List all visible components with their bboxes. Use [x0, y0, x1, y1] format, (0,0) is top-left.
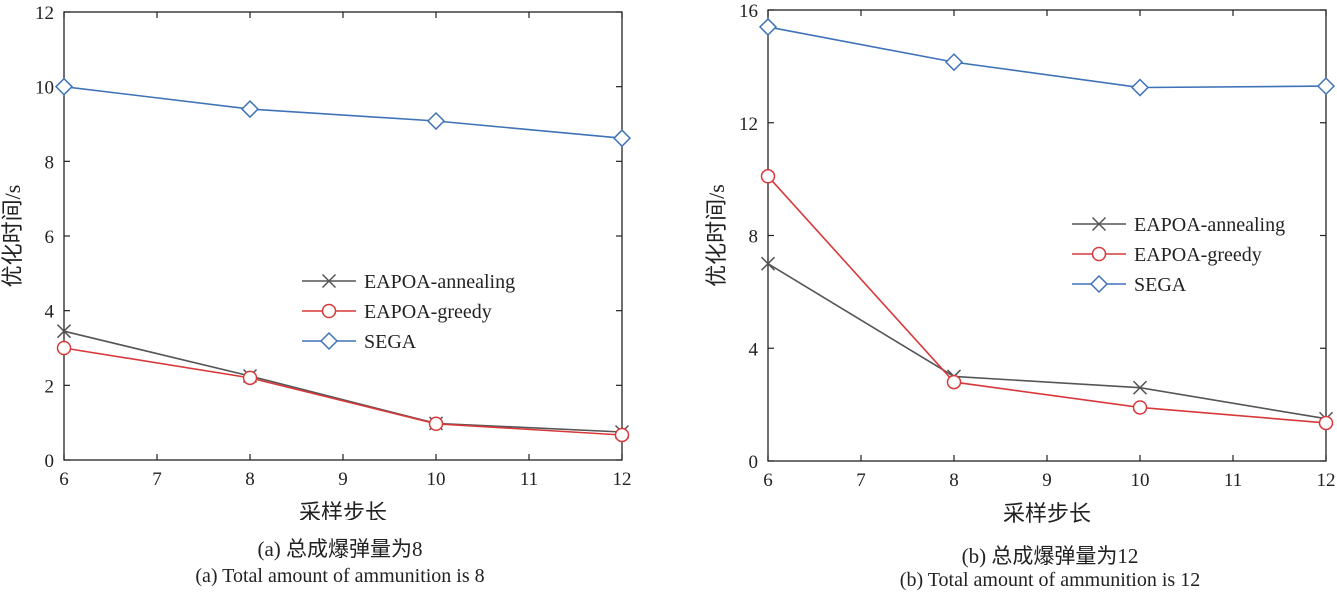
series-eapoa-annealing — [760, 256, 1334, 426]
x-tick-label: 6 — [59, 469, 69, 490]
legend: EAPOA-annealing EAPOA-greedy SEGA — [302, 271, 515, 353]
x-axis-label: 采样步长 — [1003, 501, 1091, 526]
series-line-eapoa-greedy — [767, 175, 1327, 424]
y-tick-label: 2 — [45, 376, 55, 397]
y-tick-label: 10 — [35, 78, 54, 99]
x-tick-label: 10 — [1131, 470, 1150, 491]
x-tick-label: 7 — [856, 470, 866, 491]
legend-label-eapoa-greedy: EAPOA-greedy — [1134, 244, 1262, 266]
data-point-eapoa-greedy — [946, 374, 962, 390]
legend-label-sega: SEGA — [1134, 274, 1187, 296]
series-eapoa-greedy — [56, 340, 630, 443]
chart-b: 6 7 8 9 10 11 12 0 4 8 12 16 采样步长 优化时间/s EAPOA-anneali… — [704, 1, 1336, 526]
legend-label-eapoa-greedy: EAPOA-greedy — [364, 301, 492, 323]
legend-label-eapoa-annealing: EAPOA-annealing — [364, 271, 515, 293]
legend-marker-eapoa-greedy — [1091, 246, 1107, 262]
y-tick-label: 0 — [749, 452, 759, 473]
x-tick-label: 11 — [520, 469, 538, 490]
data-point-eapoa-annealing — [760, 256, 776, 271]
legend-marker-eapoa-annealing — [321, 273, 337, 289]
series-line-sega — [63, 85, 623, 139]
data-point-eapoa-greedy — [760, 169, 776, 184]
data-point-eapoa-greedy — [1132, 400, 1148, 415]
y-tick-label: 4 — [45, 302, 55, 323]
x-axis-label: 采样步长 — [299, 500, 387, 520]
x-tick-label: 9 — [1042, 470, 1052, 491]
y-tick-label: 12 — [35, 3, 54, 24]
series-line-sega — [767, 26, 1327, 89]
data-point-sega — [612, 129, 632, 148]
legend-marker-sega — [1089, 274, 1109, 294]
y-tick-label: 6 — [45, 227, 55, 248]
x-tick-label: 6 — [763, 470, 773, 491]
chart-a: 6 7 8 9 10 11 12 0 2 4 6 8 10 12 采样步长 优化时间/s EAPOA-annea… — [0, 3, 632, 520]
data-point-sega — [426, 111, 446, 131]
caption-b-en: (b) Total amount of ammunition is 12 — [899, 569, 1201, 591]
data-point-eapoa-annealing — [56, 324, 72, 339]
x-tick-label: 10 — [427, 469, 446, 490]
legend-marker-eapoa-greedy — [321, 303, 337, 319]
y-axis-label: 优化时间/s — [0, 185, 25, 288]
data-point-sega — [758, 17, 778, 36]
y-tick-label: 12 — [739, 114, 758, 135]
series-line-eapoa-annealing — [767, 263, 1327, 420]
x-tick-label: 12 — [613, 469, 632, 490]
data-point-eapoa-greedy — [428, 416, 444, 432]
y-tick-label: 8 — [45, 152, 55, 173]
y-tick-label: 16 — [739, 1, 758, 22]
y-tick-label: 8 — [749, 227, 759, 248]
legend-label-sega: SEGA — [364, 331, 417, 353]
legend: EAPOA-annealing EAPOA-greedy SEGA — [1072, 214, 1285, 296]
legend-marker-eapoa-annealing — [1091, 216, 1107, 232]
x-tick-label: 7 — [152, 469, 162, 490]
data-point-eapoa-greedy — [242, 370, 258, 386]
series-line-eapoa-greedy — [63, 347, 623, 436]
y-tick-label: 0 — [45, 451, 55, 472]
data-point-sega — [944, 53, 964, 72]
x-tick-label: 8 — [949, 470, 959, 491]
data-point-eapoa-greedy — [1318, 415, 1334, 431]
series-eapoa-greedy — [760, 169, 1334, 431]
y-axis-label: 优化时间/s — [704, 184, 729, 287]
data-point-eapoa-greedy — [614, 427, 630, 443]
x-tick-label: 8 — [245, 469, 255, 490]
x-tick-label: 12 — [1317, 470, 1336, 491]
data-point-eapoa-greedy — [56, 340, 72, 356]
caption-b-zh: (b) 总成爆弹量为12 — [961, 544, 1139, 568]
legend-marker-sega — [319, 331, 339, 351]
caption-a-en: (a) Total amount of ammunition is 8 — [195, 565, 485, 587]
series-line-eapoa-annealing — [63, 330, 623, 433]
plot-frame — [63, 11, 623, 461]
data-point-sega — [1316, 77, 1336, 96]
y-tick-label: 4 — [749, 339, 759, 360]
data-point-sega — [240, 100, 260, 119]
x-tick-label: 9 — [338, 469, 348, 490]
legend-label-eapoa-annealing: EAPOA-annealing — [1134, 214, 1285, 236]
caption-a-zh: (a) 总成爆弹量为8 — [257, 537, 423, 561]
data-point-sega — [54, 77, 74, 96]
series-sega — [758, 17, 1336, 97]
data-point-eapoa-annealing — [1132, 380, 1148, 395]
x-tick-label: 11 — [1224, 470, 1242, 491]
series-sega — [54, 77, 632, 148]
data-point-sega — [1130, 78, 1150, 97]
